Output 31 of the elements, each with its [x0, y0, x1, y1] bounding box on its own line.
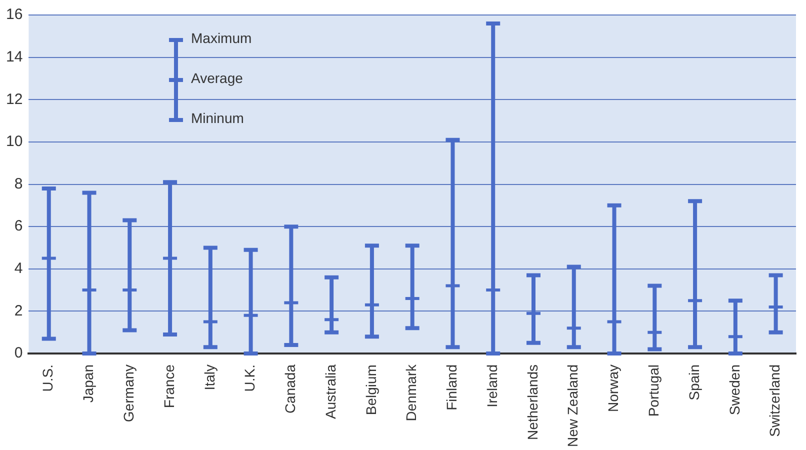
x-tick-label: Belgium: [362, 364, 379, 416]
y-tick-label: 10: [6, 133, 23, 150]
x-tick-label: Ireland: [484, 364, 500, 408]
y-tick-label: 2: [14, 302, 23, 320]
x-tick-label: Italy: [201, 364, 218, 390]
x-tick-label: U.S.: [40, 364, 56, 392]
y-tick-label: 14: [6, 48, 23, 66]
x-tick-label: France: [160, 364, 177, 408]
annotation: Average: [191, 70, 243, 86]
x-tick-label: Switzerland: [766, 364, 783, 437]
y-tick-label: 6: [14, 218, 23, 235]
y-tick-label: 0: [14, 344, 23, 362]
x-tick-label: New Zealand: [564, 364, 581, 448]
x-tick-label: Netherlands: [524, 364, 540, 440]
x-tick-label: Germany: [120, 364, 137, 422]
x-tick-label: Sweden: [726, 364, 742, 416]
x-tick-label: Canada: [282, 364, 298, 414]
x-tick-label: Japan: [80, 364, 96, 403]
y-tick-label: 8: [14, 175, 23, 192]
x-tick-label: Finland: [444, 364, 460, 410]
x-tick-label: Denmark: [403, 364, 420, 422]
y-tick-label: 12: [6, 90, 23, 108]
x-tick-label: Norway: [605, 364, 622, 412]
x-tick-label: Spain: [686, 364, 702, 400]
x-tick-label: Portugal: [646, 364, 662, 417]
annotation: Mininum: [191, 110, 244, 126]
y-tick-label: 16: [6, 6, 23, 24]
annotation: Maximum: [191, 30, 252, 46]
x-tick-label: Australia: [322, 364, 338, 419]
x-tick-label: U.K.: [242, 364, 258, 392]
y-tick-label: 4: [14, 260, 23, 278]
